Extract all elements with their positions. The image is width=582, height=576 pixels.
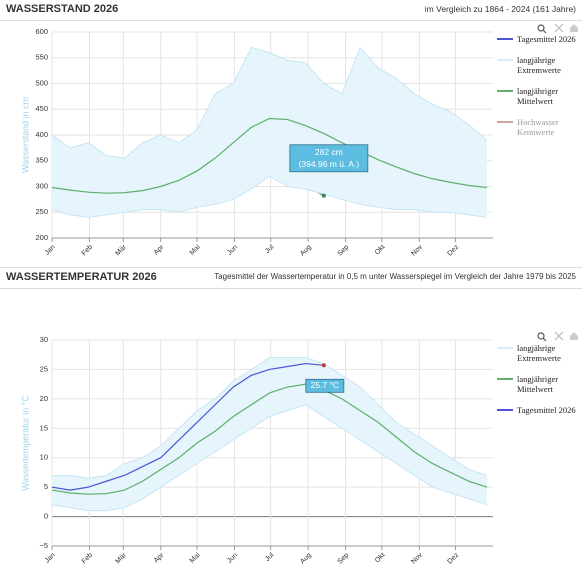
- reset-icon: [554, 331, 564, 341]
- tooltip: [289, 144, 369, 173]
- x-tick-label: Feb: [81, 552, 95, 566]
- y-tick-label: 0: [44, 512, 48, 521]
- x-tick-label: Jun: [226, 552, 239, 565]
- x-tick-label: Sep: [337, 244, 351, 258]
- x-tick-label: Aug: [299, 552, 313, 566]
- x-tick-label: Nov: [410, 243, 424, 257]
- legend-item: Tagesmittel 2026: [497, 405, 579, 415]
- series-line: [51, 117, 488, 194]
- band-upper: [51, 46, 488, 159]
- x-tick-label: Dez: [447, 551, 461, 565]
- legend-swatch: [497, 378, 513, 380]
- y-tick-label: 400: [35, 130, 48, 139]
- x-tick-label: Jan: [44, 552, 57, 565]
- legend-item: langjähriger Mittelwert: [497, 374, 579, 394]
- x-tick-label: Jan: [44, 244, 57, 257]
- legend-item: langjährige Extremwerte: [497, 343, 579, 363]
- legend-label: Hochwasser Kennwerte: [517, 117, 559, 137]
- legend: langjährige Extremwerte langjähriger Mitt…: [497, 343, 579, 426]
- x-tick-label: Jun: [226, 244, 239, 257]
- legend-label: langjähriger Mittelwert: [517, 374, 559, 394]
- y-tick-label: 30: [40, 335, 48, 344]
- x-tick-label: Feb: [81, 244, 95, 258]
- legend: Tagesmittel 2026 langjährige Extremwerte l…: [497, 34, 579, 148]
- x-tick-label: Mai: [189, 243, 202, 256]
- chart-title: WASSERTEMPERATUR 2026: [6, 271, 157, 283]
- y-tick-label: 450: [35, 104, 48, 113]
- legend-swatch: [497, 409, 513, 411]
- y-axis-label: Wassertemperatur in °C: [20, 395, 30, 491]
- home-icon: [570, 24, 578, 32]
- x-tick-label: Mai: [189, 551, 202, 564]
- legend-item: Tagesmittel 2026: [497, 34, 579, 44]
- legend-label: langjähriger Mittelwert: [517, 86, 559, 106]
- y-tick-label: 5: [44, 482, 48, 491]
- band-lower: [51, 404, 488, 512]
- marker: [321, 363, 326, 368]
- band-area: [52, 47, 487, 218]
- x-tick-label: Okt: [374, 244, 387, 257]
- x-tick-label: Apr: [153, 551, 166, 564]
- legend-swatch: [497, 38, 513, 40]
- x-tick-label: Mär: [115, 551, 129, 565]
- legend-item: Hochwasser Kennwerte: [497, 117, 579, 137]
- y-tick-label: 20: [40, 394, 48, 403]
- legend-label: langjährige Extremwerte: [517, 343, 561, 363]
- band-upper: [52, 357, 488, 479]
- x-tick-label: Sep: [337, 552, 351, 566]
- tooltip: [305, 378, 345, 393]
- chart-subtitle: Tagesmittel der Wassertemperatur in 0,5 …: [214, 272, 576, 281]
- header: WASSERSTAND 2026 im Vergleich zu 1864 - …: [0, 0, 582, 21]
- legend-label: langjährige Extremwerte: [517, 55, 561, 75]
- tooltip-text: 282 cm: [315, 147, 343, 157]
- y-tick-label: 500: [35, 78, 48, 87]
- zoom-icon: [537, 332, 545, 340]
- legend-swatch: [497, 59, 513, 61]
- x-tick-label: Aug: [299, 244, 313, 258]
- x-tick-label: Dez: [447, 243, 461, 257]
- y-tick-label: 200: [35, 233, 48, 242]
- series-line: [51, 362, 324, 491]
- band-area: [52, 357, 487, 511]
- chart-title: WASSERSTAND 2026: [6, 3, 119, 15]
- zoom-icon: [542, 337, 547, 342]
- x-tick-label: Jul: [264, 243, 276, 255]
- x-tick-label: Okt: [374, 552, 387, 565]
- y-tick-label: 600: [35, 27, 48, 36]
- legend-swatch: [497, 121, 513, 123]
- marker: [321, 193, 326, 198]
- header: WASSERTEMPERATUR 2026 Tagesmittel der Wa…: [0, 267, 582, 289]
- y-tick-label: 300: [35, 181, 48, 190]
- home-icon: [570, 332, 578, 340]
- y-tick-label: −5: [39, 541, 48, 550]
- zoom-icon: [542, 29, 547, 34]
- legend-item: langjährige Extremwerte: [497, 55, 579, 75]
- y-axis-label: Wasserstand in cm: [20, 97, 30, 173]
- x-tick-label: Nov: [410, 551, 424, 565]
- y-tick-label: 550: [35, 53, 48, 62]
- y-tick-label: 250: [35, 207, 48, 216]
- legend-swatch: [497, 90, 513, 92]
- zoom-icon: [537, 24, 545, 32]
- x-tick-label: Mär: [115, 243, 129, 257]
- legend-label: Tagesmittel 2026: [517, 405, 576, 415]
- band-lower: [51, 175, 488, 218]
- x-tick-label: Jul: [264, 551, 276, 563]
- series-line: [51, 383, 488, 495]
- y-tick-label: 15: [40, 423, 48, 432]
- tooltip-text: (394.96 m ü. A.): [299, 159, 360, 169]
- legend-swatch: [497, 347, 513, 349]
- y-tick-label: 25: [40, 364, 48, 373]
- tooltip-text: 25.7 °C: [311, 380, 339, 390]
- chart-subtitle: im Vergleich zu 1864 - 2024 (161 Jahre): [424, 4, 576, 14]
- y-tick-label: 10: [40, 453, 48, 462]
- reset-icon: [554, 23, 564, 33]
- x-tick-label: Apr: [153, 243, 166, 256]
- y-tick-label: 350: [35, 156, 48, 165]
- legend-label: Tagesmittel 2026: [517, 34, 576, 44]
- legend-item: langjähriger Mittelwert: [497, 86, 579, 106]
